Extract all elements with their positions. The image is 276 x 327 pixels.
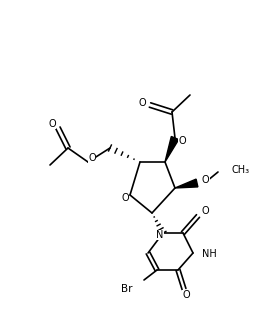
Text: O: O — [182, 290, 190, 300]
Text: O: O — [202, 175, 210, 185]
Text: CH₃: CH₃ — [232, 165, 250, 175]
Text: Br: Br — [121, 284, 132, 294]
Text: O: O — [48, 119, 56, 129]
Text: O: O — [88, 153, 96, 163]
Polygon shape — [165, 136, 179, 162]
Text: O: O — [178, 136, 186, 146]
Text: O: O — [202, 206, 210, 216]
Polygon shape — [175, 179, 198, 188]
Text: O: O — [138, 98, 146, 108]
Text: O: O — [121, 193, 129, 203]
Text: N: N — [156, 230, 164, 240]
Text: NH: NH — [202, 249, 217, 259]
